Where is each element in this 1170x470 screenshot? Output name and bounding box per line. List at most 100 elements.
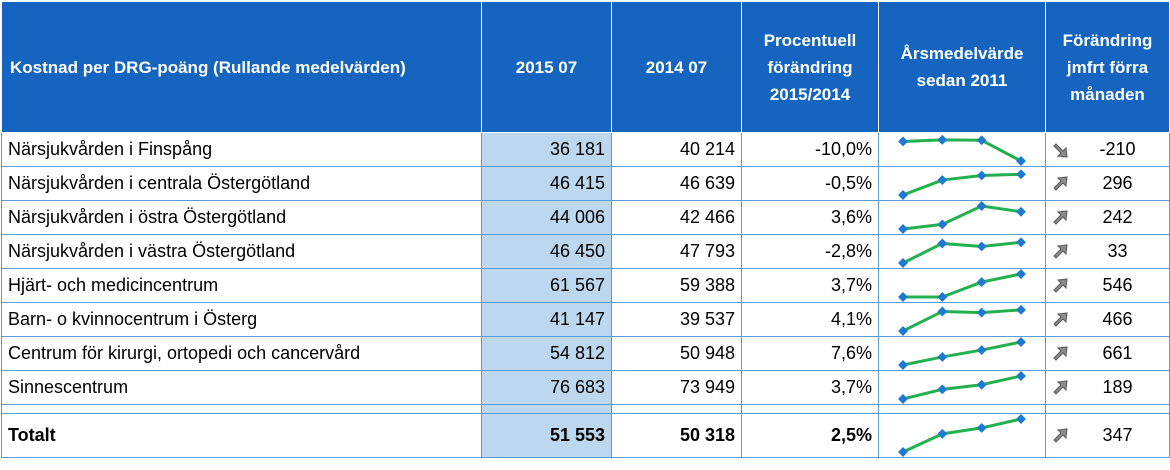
row-sparkline bbox=[878, 132, 1046, 167]
sparkline-3-point-3 bbox=[1016, 237, 1026, 248]
sparkline-2 bbox=[898, 201, 1026, 234]
sparkline-0-point-0 bbox=[898, 136, 908, 147]
spacer-cell bbox=[1, 404, 482, 414]
row-current-value: 46 450 bbox=[481, 234, 612, 269]
sparkline-4 bbox=[898, 269, 1026, 302]
sparkline-7-line bbox=[902, 374, 1022, 401]
sparkline-0 bbox=[898, 134, 1026, 166]
row-month-change: -210 bbox=[1045, 132, 1170, 167]
month-change-content: 466 bbox=[1050, 309, 1165, 330]
row-month-change: 296 bbox=[1045, 166, 1170, 201]
row-previous-value: 40 214 bbox=[611, 132, 742, 167]
month-change-value: 242 bbox=[1102, 207, 1133, 227]
row-pct-change: 2,5% bbox=[741, 413, 879, 458]
sparkline-1-point-0 bbox=[898, 190, 908, 200]
header-row: Kostnad per DRG-poäng (Rullande medelvär… bbox=[1, 1, 1170, 133]
month-change-content: 347 bbox=[1050, 425, 1165, 446]
spacer-cell bbox=[1045, 404, 1170, 414]
table-row: Sinnescentrum 76 683 73 949 3,7% 189 bbox=[1, 370, 1170, 405]
header-pct-change: Procentuell förändring 2015/2014 bbox=[741, 1, 879, 133]
row-name: Hjärt- och medicincentrum bbox=[1, 268, 482, 303]
sparkline-8-point-0 bbox=[898, 447, 908, 457]
sparkline-6-point-2 bbox=[976, 345, 987, 355]
row-current-value: 51 553 bbox=[481, 413, 612, 458]
month-change-value: 661 bbox=[1102, 343, 1133, 363]
table-body: Närsjukvården i Finspång 36 181 40 214 -10,… bbox=[1, 132, 1170, 458]
row-current-value: 44 006 bbox=[481, 200, 612, 235]
spacer-row bbox=[1, 404, 1170, 414]
table-row: Centrum för kirurgi, ortopedi och cancer… bbox=[1, 336, 1170, 371]
row-previous-value: 42 466 bbox=[611, 200, 742, 235]
arrow-up-right-icon bbox=[1053, 379, 1068, 395]
sparkline-7-point-1 bbox=[937, 384, 948, 395]
arrow-up-right-icon bbox=[1053, 345, 1068, 361]
table-row: Hjärt- och medicincentrum 61 567 59 388 3,7… bbox=[1, 268, 1170, 303]
sparkline-6-point-3 bbox=[1016, 337, 1026, 347]
sparkline-1-point-1 bbox=[937, 175, 948, 185]
row-sparkline bbox=[878, 336, 1046, 371]
row-previous-value: 50 948 bbox=[611, 336, 742, 371]
row-sparkline bbox=[878, 302, 1046, 337]
month-change-content: 546 bbox=[1050, 275, 1165, 296]
table-row: Närsjukvården i centrala Östergötland 46 … bbox=[1, 166, 1170, 201]
header-annual-avg: Årsmedelvärde sedan 2011 bbox=[878, 1, 1046, 133]
sparkline-3 bbox=[898, 237, 1026, 268]
row-sparkline bbox=[878, 268, 1046, 303]
row-name: Sinnescentrum bbox=[1, 370, 482, 405]
arrow-up-right-icon bbox=[1053, 209, 1068, 225]
month-change-value: 546 bbox=[1102, 275, 1133, 295]
row-month-change: 546 bbox=[1045, 268, 1170, 303]
month-change-content: 189 bbox=[1050, 377, 1165, 398]
row-previous-value: 46 639 bbox=[611, 166, 742, 201]
row-sparkline bbox=[878, 166, 1046, 201]
sparkline-6 bbox=[898, 337, 1026, 370]
row-pct-change: -0,5% bbox=[741, 166, 879, 201]
sparkline-7-point-0 bbox=[898, 394, 908, 404]
month-change-value: -210 bbox=[1099, 139, 1136, 159]
sparkline-5-line bbox=[902, 308, 1022, 333]
row-name: Centrum för kirurgi, ortopedi och cancer… bbox=[1, 336, 482, 371]
sparkline-7 bbox=[898, 371, 1026, 404]
row-sparkline bbox=[878, 234, 1046, 269]
row-month-change: 242 bbox=[1045, 200, 1170, 235]
month-change-content: 661 bbox=[1050, 343, 1165, 364]
month-change-value: 189 bbox=[1102, 377, 1133, 397]
row-month-change: 466 bbox=[1045, 302, 1170, 337]
sparkline-8 bbox=[898, 414, 1026, 457]
row-current-value: 54 812 bbox=[481, 336, 612, 371]
sparkline-2-point-2 bbox=[976, 201, 987, 211]
row-name: Totalt bbox=[1, 413, 482, 458]
spacer-cell bbox=[481, 404, 612, 414]
row-month-change: 347 bbox=[1045, 413, 1170, 458]
month-change-content: 33 bbox=[1050, 241, 1165, 262]
arrow-up-right-icon bbox=[1053, 311, 1068, 327]
row-pct-change: 3,7% bbox=[741, 268, 879, 303]
sparkline-6-point-0 bbox=[898, 360, 908, 370]
month-change-value: 347 bbox=[1102, 425, 1133, 445]
row-name: Barn- o kvinnocentrum i Österg bbox=[1, 302, 482, 337]
arrow-up-right-icon bbox=[1053, 427, 1068, 443]
month-change-content: 296 bbox=[1050, 173, 1165, 194]
sparkline-4-point-3 bbox=[1016, 269, 1026, 279]
sparkline-3-point-1 bbox=[937, 238, 948, 249]
arrow-up-right-icon bbox=[1053, 175, 1068, 191]
sparkline-1-point-2 bbox=[976, 170, 987, 181]
row-name: Närsjukvården i östra Östergötland bbox=[1, 200, 482, 235]
table-row: Närsjukvården i västra Östergötland 46 45… bbox=[1, 234, 1170, 269]
spacer-cell bbox=[741, 404, 879, 414]
sparkline-0-line bbox=[902, 138, 1022, 163]
month-change-content: -210 bbox=[1050, 139, 1165, 160]
sparkline-1-line bbox=[902, 172, 1022, 197]
sparkline-2-point-1 bbox=[937, 219, 948, 230]
header-month-change: Förändring jmfrt förra månaden bbox=[1045, 1, 1170, 133]
table-row: Barn- o kvinnocentrum i Österg 41 147 39 5… bbox=[1, 302, 1170, 337]
row-previous-value: 59 388 bbox=[611, 268, 742, 303]
row-current-value: 41 147 bbox=[481, 302, 612, 337]
row-pct-change: 3,7% bbox=[741, 370, 879, 405]
sparkline-6-point-1 bbox=[937, 352, 948, 362]
row-previous-value: 73 949 bbox=[611, 370, 742, 405]
row-name: Närsjukvården i västra Östergötland bbox=[1, 234, 482, 269]
row-pct-change: -10,0% bbox=[741, 132, 879, 167]
sparkline-5-point-2 bbox=[976, 307, 987, 318]
month-change-value: 33 bbox=[1107, 241, 1128, 261]
